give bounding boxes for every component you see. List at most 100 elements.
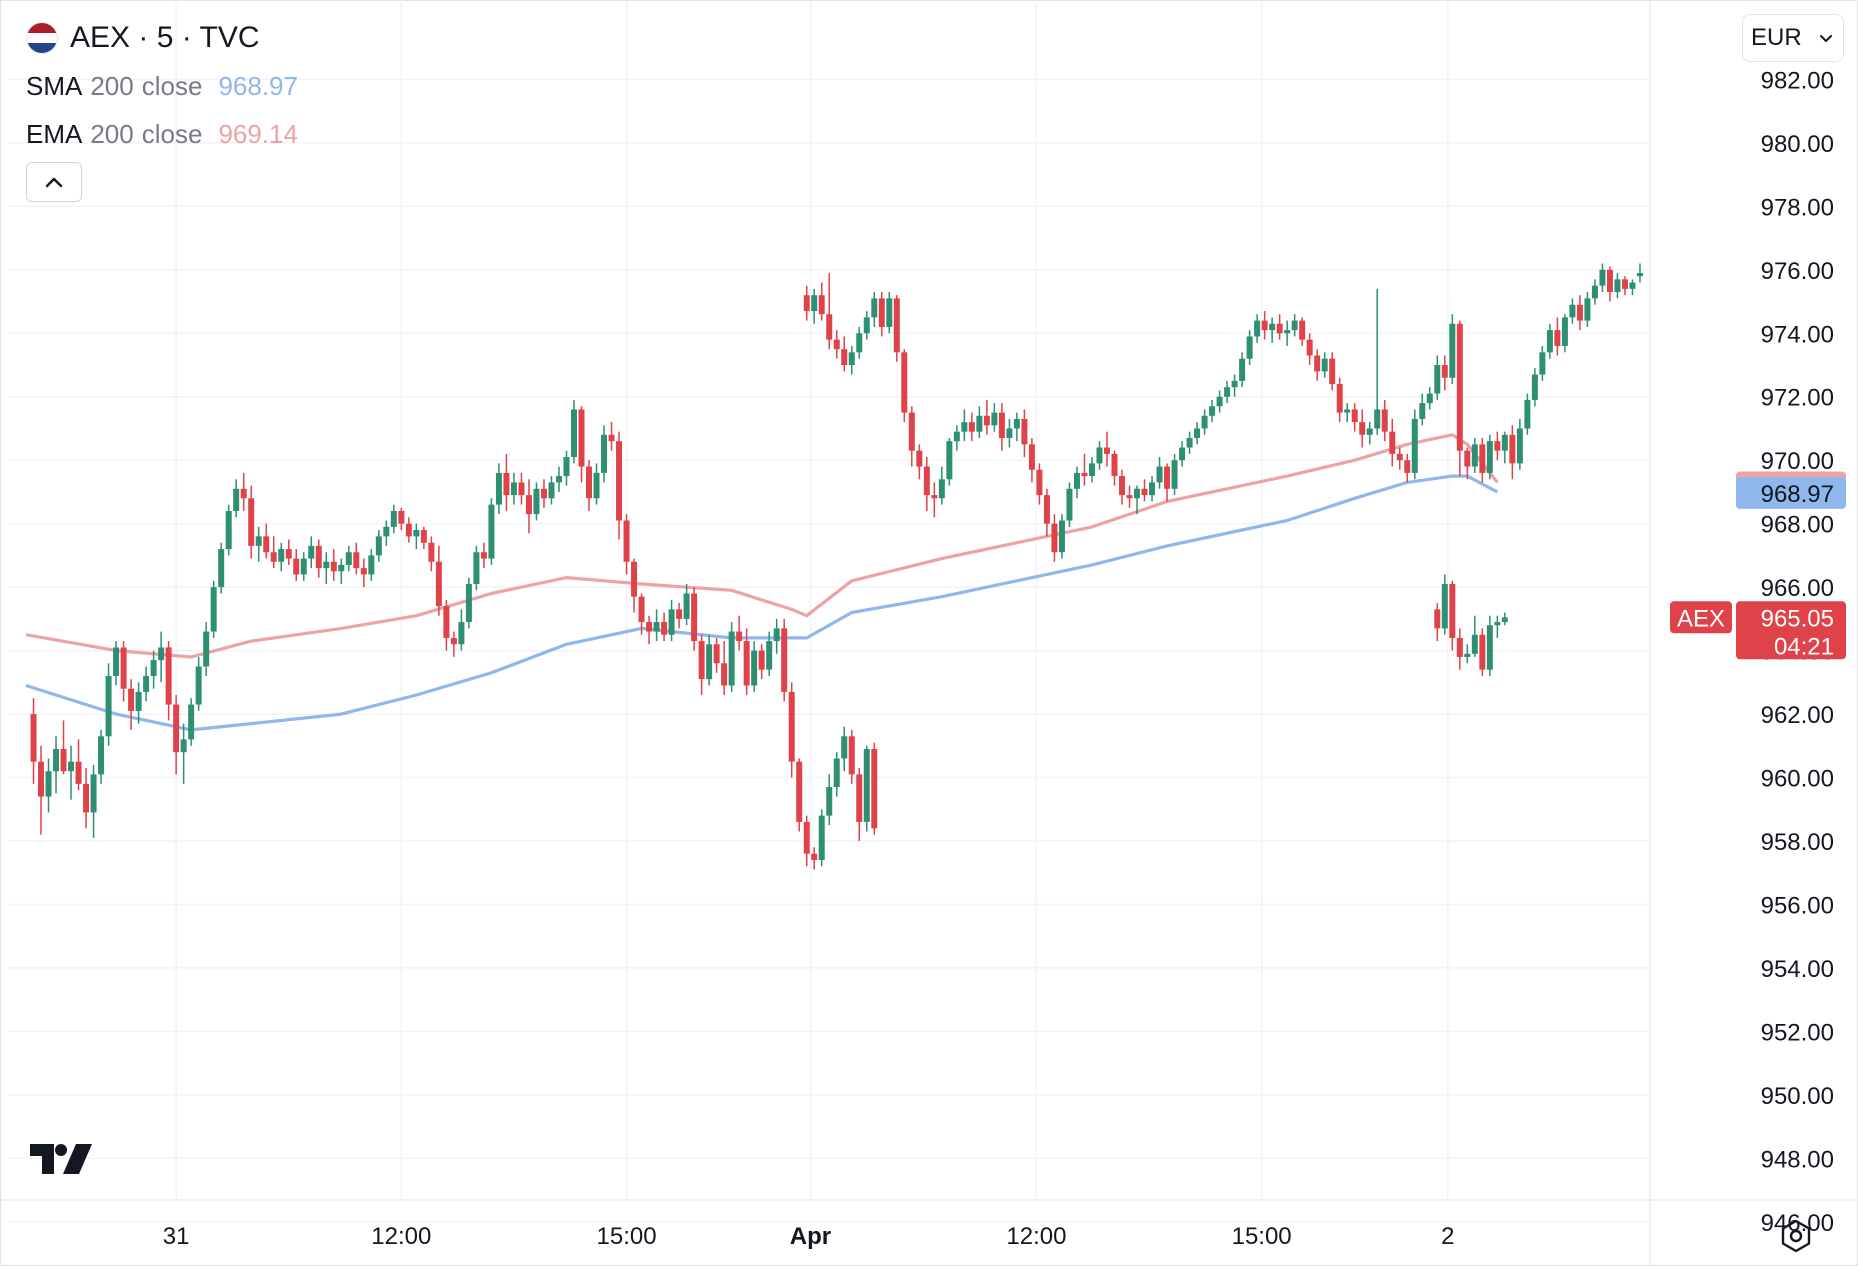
candle (923, 457, 930, 511)
candle-body (818, 295, 825, 315)
time-tick-label: 15:00 (1232, 1223, 1292, 1250)
candle-body (758, 650, 765, 670)
candle (1389, 418, 1396, 467)
candle-body (420, 530, 427, 543)
candle (863, 745, 870, 832)
candle-body (1329, 358, 1336, 385)
candle (1209, 399, 1216, 423)
candle-body (38, 761, 45, 797)
time-tick-label: 2 (1441, 1223, 1454, 1250)
time-tick-label: 12:00 (371, 1223, 431, 1250)
candle (353, 542, 360, 575)
candle-body (1051, 523, 1058, 553)
candle (1494, 615, 1501, 638)
candle (1531, 368, 1538, 407)
candle-body (683, 593, 690, 619)
candle-body (661, 622, 668, 635)
symbol-row[interactable]: AEX · 5 · TVC (26, 14, 298, 62)
candle-body (1449, 323, 1456, 378)
candle (1426, 387, 1433, 410)
candle (458, 609, 465, 651)
indicator-sma-row[interactable]: SMA 200 close 968.97 (26, 62, 298, 110)
candle (1051, 514, 1058, 562)
candle (405, 517, 412, 543)
candle-body (105, 675, 112, 737)
collapse-legend-button[interactable] (26, 162, 82, 202)
candle-body (1524, 399, 1531, 429)
candle (1329, 352, 1336, 391)
candle-body (533, 488, 540, 515)
candle-body (1501, 617, 1508, 623)
candle-body (300, 558, 307, 575)
candle (248, 485, 255, 559)
candle-body (1599, 269, 1606, 286)
candle-body (443, 606, 450, 638)
tradingview-logo-icon[interactable] (30, 1144, 92, 1176)
candle (1629, 279, 1636, 296)
candle-body (1164, 466, 1171, 489)
candle-body (871, 298, 878, 318)
candle-body (1486, 625, 1493, 670)
candle-body (1561, 317, 1568, 346)
candle (443, 599, 450, 651)
candle (308, 536, 315, 569)
candle (98, 729, 105, 784)
candle-body (1464, 653, 1471, 657)
candle-body (1276, 323, 1283, 334)
candle (555, 466, 562, 492)
sma-line (25, 474, 1499, 732)
candle-body (638, 596, 645, 623)
time-tick-label: 12:00 (1006, 1223, 1066, 1250)
candle (1081, 453, 1088, 486)
settings-gear-icon[interactable] (1778, 1218, 1814, 1254)
candle (1554, 317, 1561, 356)
candle (886, 292, 893, 334)
candle (1374, 288, 1381, 435)
candle (1036, 463, 1043, 505)
last-price-badge-bg (1736, 601, 1846, 660)
candle (533, 482, 540, 521)
candle (1464, 447, 1471, 480)
candle-body (991, 412, 998, 426)
candle-body (976, 415, 983, 432)
candle-body (1066, 488, 1073, 521)
symbol-title[interactable]: AEX · 5 · TVC (70, 21, 260, 54)
candle-body (1028, 444, 1035, 470)
candle-body (676, 609, 683, 619)
currency-selector[interactable]: EUR (1742, 14, 1844, 62)
candle (901, 349, 908, 423)
candle (45, 758, 52, 813)
candle-body (646, 622, 653, 632)
indicator-ema-row[interactable]: EMA 200 close 969.14 (26, 110, 298, 158)
candle-body (285, 549, 292, 559)
candle-body (1141, 488, 1148, 496)
candle (263, 523, 270, 559)
candle-body (1269, 323, 1276, 331)
candle-body (1254, 320, 1261, 337)
candle (1419, 393, 1426, 426)
candle-body (1209, 406, 1216, 416)
candle-body (1404, 460, 1411, 473)
candle (518, 472, 525, 505)
candle-body (360, 568, 367, 575)
candle (631, 558, 638, 613)
candle (510, 472, 517, 505)
candle (173, 695, 180, 775)
candle (1509, 425, 1516, 480)
time-axis[interactable]: 31 12:00 15:00 Apr 12:00 15:00 2 (163, 1223, 1455, 1250)
candle (390, 504, 397, 534)
candle-body (863, 748, 870, 822)
candle (383, 520, 390, 546)
candle-body (938, 479, 945, 499)
candle (1434, 603, 1441, 642)
candle (856, 326, 863, 359)
candle-body (916, 450, 923, 467)
candle (916, 444, 923, 480)
candle (540, 479, 547, 508)
last-price-badge-value: 965.05 (1761, 605, 1834, 632)
candle-body (1554, 330, 1561, 346)
candle-body (53, 748, 60, 772)
candle-body (1419, 403, 1426, 419)
